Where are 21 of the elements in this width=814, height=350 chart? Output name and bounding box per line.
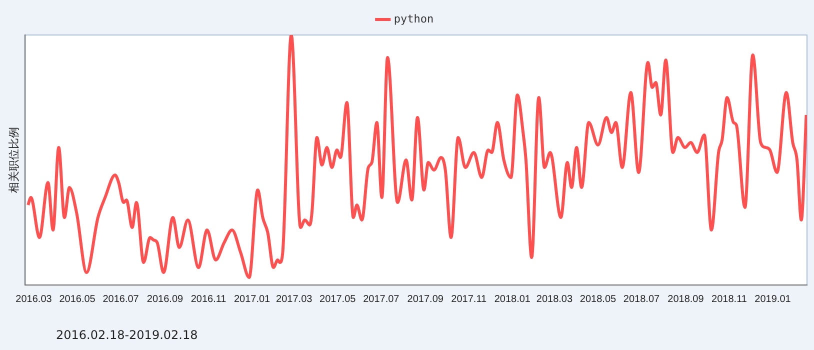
x-tick-label: 2016.03 (16, 294, 52, 305)
x-tick-label: 2018.07 (623, 294, 660, 305)
x-tick-label: 2017.09 (407, 294, 444, 305)
x-tick-label: 2018.01 (494, 294, 531, 305)
x-tick-label: 2017.11 (451, 294, 488, 305)
x-tick-label: 2017.01 (234, 294, 271, 305)
x-tick-label: 2017.07 (363, 294, 400, 305)
x-tick-label: 2016.11 (190, 294, 227, 305)
text: 2016.02.18-2019.02.18 (56, 328, 198, 342)
x-tick-label: 2018.11 (712, 294, 748, 305)
x-tick-label: 2019.01 (754, 294, 792, 305)
x-tick-label: 2018.03 (536, 294, 573, 305)
y-axis-title: 相关职位比例 (8, 127, 21, 193)
x-tick-label: 2016.07 (102, 294, 140, 305)
x-tick-label: 2016.05 (59, 294, 96, 305)
x-tick-label: 2018.09 (668, 294, 704, 305)
x-tick-label: 2016.09 (146, 294, 184, 305)
legend-label: python (394, 12, 434, 26)
x-tick-label: 2018.05 (580, 294, 617, 305)
x-tick-label: 2017.05 (320, 294, 356, 305)
x-tick-label: 2017.03 (276, 294, 313, 305)
